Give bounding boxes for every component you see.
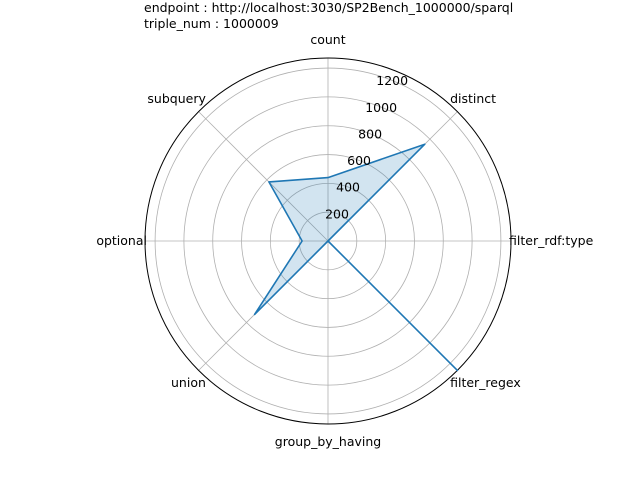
chart-title-triple-num: triple_num : 1000009 bbox=[144, 16, 279, 31]
chart-title-endpoint: endpoint : http://localhost:3030/SP2Benc… bbox=[144, 0, 514, 15]
radial-tick-label: 400 bbox=[336, 180, 360, 195]
category-label: optional bbox=[96, 233, 147, 248]
angular-gridline bbox=[198, 111, 329, 242]
polar-frame bbox=[144, 57, 512, 425]
category-label: union bbox=[171, 375, 206, 390]
radial-tick-label: 200 bbox=[325, 206, 349, 221]
series-area bbox=[254, 144, 458, 371]
grid-layer bbox=[144, 57, 512, 425]
series-layer bbox=[253, 143, 459, 372]
radial-tick-label: 1000 bbox=[365, 100, 397, 115]
radial-tick-label: 1200 bbox=[376, 73, 408, 88]
series-line bbox=[253, 143, 459, 372]
radial-tick-label: 800 bbox=[358, 126, 382, 141]
category-label: group_by_having bbox=[275, 434, 381, 449]
label-layer: 200 400 600 800 1000 1200 count distinct filter_… bbox=[96, 32, 593, 449]
category-label: subquery bbox=[147, 91, 206, 106]
radial-tick-label: 600 bbox=[347, 153, 371, 168]
category-label: count bbox=[310, 32, 345, 47]
category-label: filter_regex bbox=[450, 375, 521, 390]
category-label: filter_rdf:type bbox=[509, 233, 594, 248]
category-label: distinct bbox=[450, 91, 496, 106]
